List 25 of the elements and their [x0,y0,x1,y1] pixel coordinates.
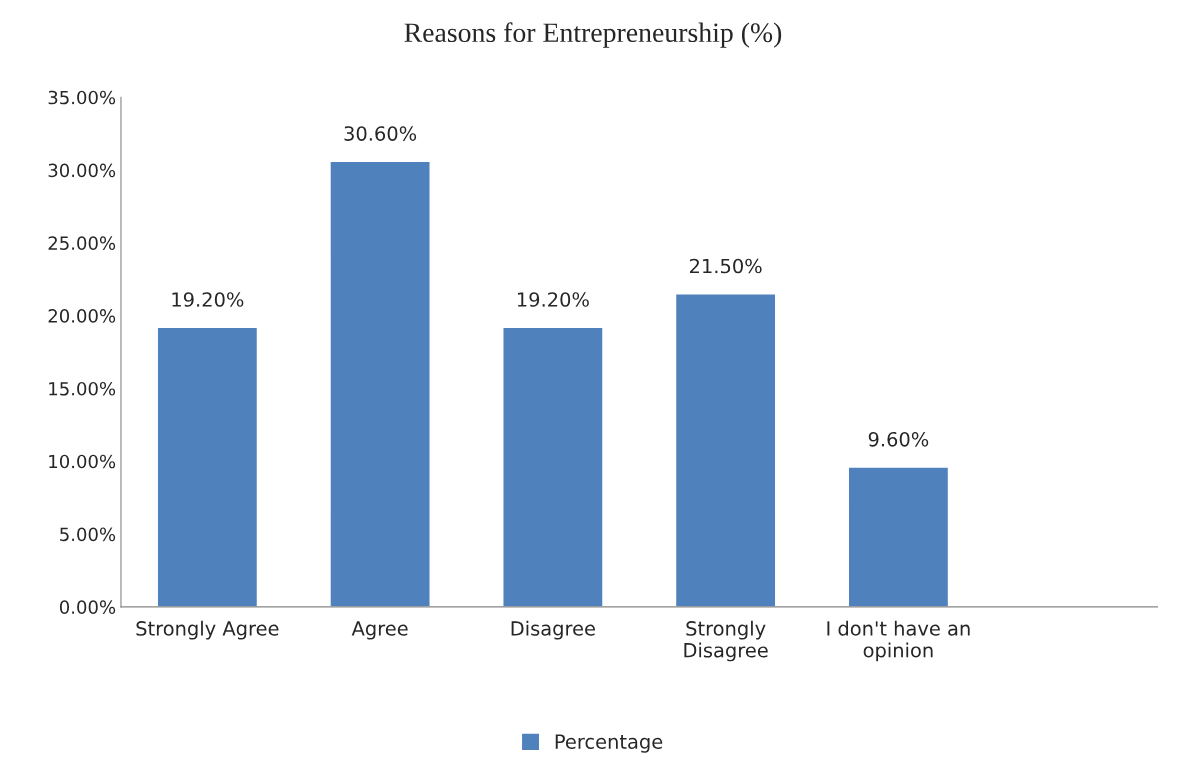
bar [329,160,431,607]
y-tick-label: 35.00% [48,90,116,105]
y-tick-label: 30.00% [48,163,116,178]
data-label: 9.60% [868,431,929,447]
y-tick-label: 10.00% [49,454,116,469]
data-label: 19.20% [172,292,244,307]
x-tick-label: Agree [351,621,408,640]
bar [502,326,604,607]
chart-title: Reasons for Entrepreneurship (%) [404,22,782,48]
y-tick-label: 0.00% [59,600,116,614]
x-tick-label: Strongly Disagree [684,620,768,662]
data-label: 21.50% [689,258,762,274]
data-label: 19.20% [517,292,589,307]
legend-label: Percentage [555,734,663,753]
data-label: 30.60% [344,126,417,141]
y-tick-label: 15.00% [49,381,116,396]
bar [156,326,259,607]
x-tick-label: Disagree [511,620,595,640]
x-tick-label: I don't have an opinion [827,620,970,662]
bar [674,293,777,607]
y-tick-label: 5.00% [60,527,116,542]
bar [847,466,950,607]
y-tick-label: 25.00% [48,236,116,250]
x-tick-label: Strongly Agree [136,620,279,640]
y-tick-label: 20.00% [48,309,116,323]
